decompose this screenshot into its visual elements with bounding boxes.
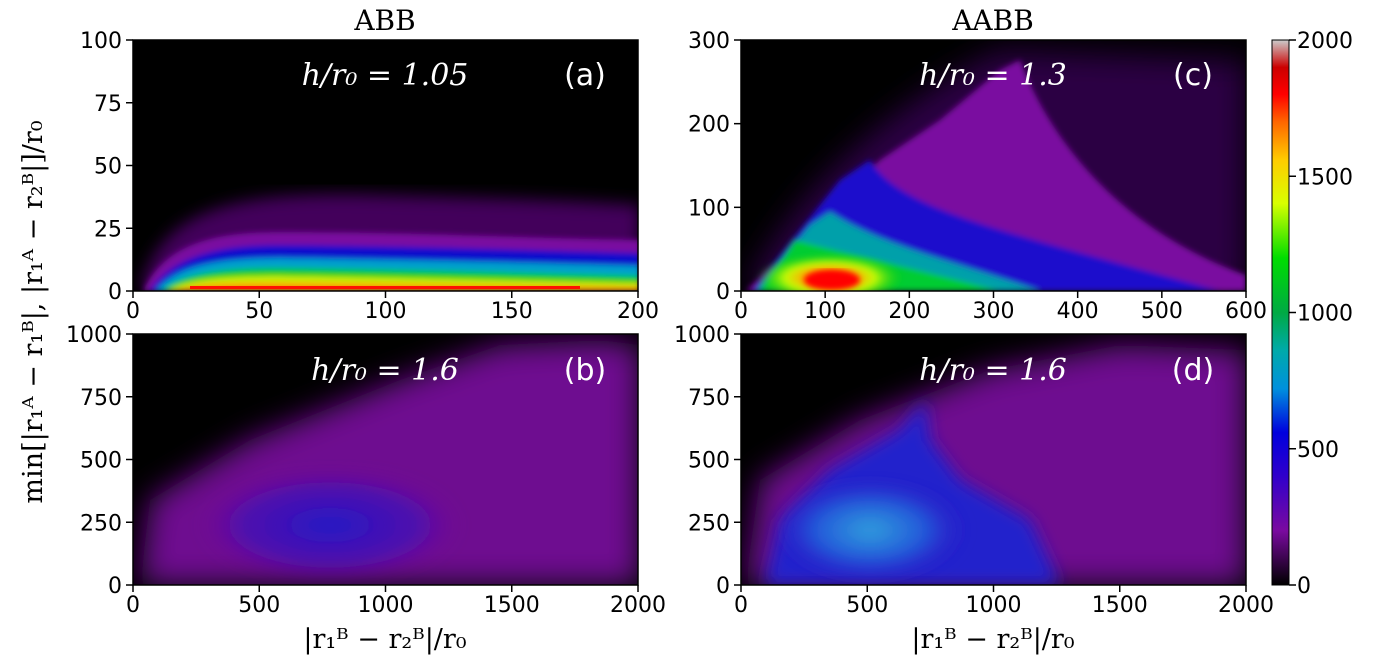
y-tick-label: 1000 — [674, 323, 730, 348]
colorbar-gradient — [1271, 39, 1290, 586]
x-tick-label: 0 — [734, 299, 748, 324]
x-tick-label: 1000 — [966, 593, 1022, 618]
y-tick-label: 1000 — [66, 323, 122, 348]
column-title-aabb: AABB — [951, 4, 1034, 37]
x-tick-label: 1000 — [358, 593, 414, 618]
y-tick-label: 250 — [688, 511, 730, 536]
y-tick-label: 25 — [94, 217, 122, 242]
colorbar-tick-label: 0 — [1297, 574, 1311, 599]
y-tick-label: 0 — [716, 574, 730, 599]
y-tick-label: 750 — [80, 386, 122, 411]
colorbar-tick-label: 1500 — [1297, 165, 1353, 190]
panel-c-annotation: h/r₀ = 1.3 — [919, 58, 1067, 93]
x-tick-label: 500 — [846, 593, 888, 618]
panel-b: h/r₀ = 1.6 (b) — [133, 334, 638, 585]
y-tick-label: 100 — [688, 196, 730, 221]
x-tick-label: 0 — [126, 593, 140, 618]
x-tick-label: 400 — [1057, 299, 1099, 324]
colorbar-tick-label: 2000 — [1297, 29, 1353, 54]
colorbar-tick-label: 1000 — [1297, 302, 1353, 327]
x-tick-label: 300 — [973, 299, 1015, 324]
y-tick-label: 100 — [80, 29, 122, 54]
y-tick-label: 0 — [716, 280, 730, 305]
x-tick-label: 2000 — [610, 593, 666, 618]
x-axis-label-right: |r₁ᴮ − r₂ᴮ|/r₀ — [911, 624, 1074, 655]
x-tick-label: 100 — [804, 299, 846, 324]
y-tick-label: 0 — [108, 574, 122, 599]
y-axis-label: min[|r₁ᴬ − r₁ᴮ|, |r₁ᴬ − r₂ᴮ|]/r₀ — [18, 120, 49, 503]
x-tick-label: 0 — [734, 593, 748, 618]
colorbar: 0 500 1000 1500 2000 — [1271, 29, 1353, 599]
colorbar-tick-label: 500 — [1297, 438, 1339, 463]
x-axis-label-left: |r₁ᴮ − r₂ᴮ|/r₀ — [303, 624, 466, 655]
y-tick-label: 300 — [688, 29, 730, 54]
panel-a-red-line — [190, 286, 580, 289]
y-tick-label: 750 — [688, 386, 730, 411]
panel-d: h/r₀ = 1.6 (d) — [741, 334, 1246, 585]
x-tick-label: 200 — [888, 299, 930, 324]
colorbar-ticks: 0 500 1000 1500 2000 — [1289, 29, 1353, 599]
panel-a-label: (a) — [564, 58, 606, 93]
y-tick-label: 500 — [688, 449, 730, 474]
x-tick-label: 200 — [617, 299, 659, 324]
x-tick-label: 150 — [491, 299, 533, 324]
panel-b-label: (b) — [564, 353, 606, 388]
panel-d-cyan-blob — [775, 480, 965, 580]
panel-a-annotation: h/r₀ = 1.05 — [302, 58, 469, 93]
panel-b-blue-blob — [200, 470, 460, 580]
x-tick-label: 500 — [1141, 299, 1183, 324]
x-tick-label: 600 — [1225, 299, 1267, 324]
y-tick-label: 500 — [80, 449, 122, 474]
x-tick-label: 500 — [238, 593, 280, 618]
x-tick-label: 1500 — [1092, 593, 1148, 618]
panel-a: h/r₀ = 1.05 (a) — [133, 40, 638, 291]
x-tick-label: 1500 — [484, 593, 540, 618]
panel-c-label: (c) — [1173, 58, 1213, 93]
x-tick-label: 100 — [365, 299, 407, 324]
y-tick-label: 250 — [80, 511, 122, 536]
panel-c-red-core — [804, 270, 860, 290]
x-tick-label: 0 — [126, 299, 140, 324]
panel-d-annotation: h/r₀ = 1.6 — [919, 353, 1067, 388]
x-tick-label: 50 — [245, 299, 273, 324]
panel-d-label: (d) — [1172, 353, 1214, 388]
x-tick-label: 2000 — [1218, 593, 1274, 618]
panel-c: h/r₀ = 1.3 (c) — [741, 40, 1246, 291]
column-title-abb: ABB — [353, 4, 415, 37]
y-tick-label: 0 — [108, 280, 122, 305]
panel-b-annotation: h/r₀ = 1.6 — [311, 353, 459, 388]
y-tick-label: 75 — [94, 92, 122, 117]
y-tick-label: 200 — [688, 113, 730, 138]
y-tick-label: 50 — [94, 155, 122, 180]
